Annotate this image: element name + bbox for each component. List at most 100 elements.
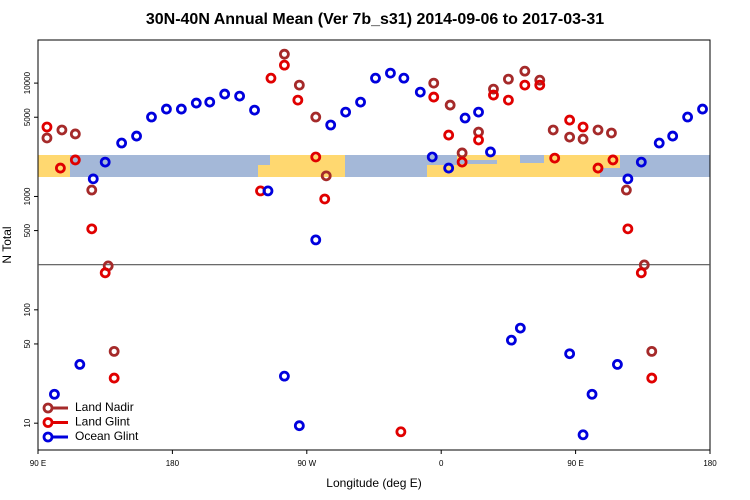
point: [204, 96, 216, 108]
point: [428, 77, 440, 89]
point: [577, 133, 589, 145]
point: [577, 121, 589, 133]
point: [514, 322, 526, 334]
point: [577, 429, 589, 441]
point: [219, 88, 231, 100]
point: [620, 184, 632, 196]
point: [473, 106, 484, 118]
point: [161, 103, 172, 115]
point: [534, 74, 546, 86]
point: [292, 94, 304, 106]
point: [56, 124, 68, 136]
point: [485, 146, 496, 158]
point: [505, 334, 517, 346]
point: [146, 111, 157, 123]
point: [108, 372, 120, 384]
point: [459, 112, 471, 124]
point: [340, 106, 352, 118]
point: [278, 370, 290, 382]
point: [564, 114, 576, 126]
point: [444, 99, 456, 111]
point: [49, 388, 60, 400]
x-tick-label: 180: [703, 459, 717, 468]
point: [697, 103, 708, 115]
point: [428, 91, 440, 103]
y-tick-label: 5000: [23, 108, 32, 126]
point: [320, 170, 332, 182]
point: [502, 94, 514, 106]
point: [564, 348, 576, 360]
point: [131, 130, 142, 142]
point: [175, 103, 187, 115]
point: [667, 130, 679, 142]
point: [370, 72, 381, 84]
point: [87, 173, 99, 185]
point: [325, 119, 337, 131]
point: [646, 345, 658, 357]
point: [310, 111, 322, 123]
point: [534, 79, 546, 91]
point: [41, 121, 53, 133]
point: [293, 420, 305, 432]
y-tick-label: 10000: [23, 71, 32, 94]
point: [234, 90, 246, 102]
point: [607, 154, 619, 166]
point: [41, 132, 53, 144]
point: [355, 96, 366, 108]
point: [310, 234, 322, 246]
point: [646, 372, 658, 384]
point: [395, 426, 407, 438]
x-axis-label: Longitude (deg E): [326, 476, 421, 490]
point: [278, 48, 290, 60]
point: [426, 151, 438, 163]
point: [622, 173, 634, 185]
point: [385, 67, 396, 79]
x-tick-label: 90 E: [567, 459, 583, 468]
plot-frame: [37, 39, 711, 451]
x-tick-label: 0: [439, 459, 444, 468]
point: [592, 162, 604, 174]
legend-label: Land Glint: [75, 415, 130, 429]
point: [564, 131, 576, 143]
chart-title: 30N-40N Annual Mean (Ver 7b_s31) 2014-09…: [146, 11, 604, 28]
point: [398, 72, 410, 84]
point: [99, 156, 111, 168]
point: [488, 89, 499, 101]
point: [414, 86, 426, 98]
point: [488, 83, 499, 95]
point: [473, 134, 484, 146]
point: [310, 151, 322, 163]
point: [612, 359, 623, 370]
x-tick-label: 90 E: [30, 459, 46, 468]
point: [443, 129, 455, 141]
point: [55, 162, 66, 174]
map-strip: [38, 155, 710, 177]
point: [456, 156, 468, 168]
point: [190, 97, 202, 109]
x-tick-label: 90 W: [297, 459, 316, 468]
point: [262, 185, 274, 197]
point: [456, 147, 468, 159]
point: [635, 267, 647, 279]
point: [519, 65, 531, 77]
point: [549, 152, 561, 164]
y-tick-label: 100: [23, 303, 32, 317]
point: [319, 193, 331, 205]
y-tick-label: 50: [23, 339, 32, 348]
point: [86, 184, 98, 196]
legend-swatch-marker: [42, 431, 54, 443]
legend-label: Land Nadir: [75, 400, 134, 414]
point: [265, 72, 277, 84]
y-tick-label: 10: [23, 418, 32, 427]
point: [586, 388, 598, 400]
point: [635, 156, 647, 168]
point: [74, 359, 86, 370]
point: [99, 267, 111, 279]
point: [116, 137, 128, 149]
point: [249, 104, 260, 116]
point: [622, 223, 634, 235]
point: [592, 124, 604, 136]
point: [86, 223, 98, 235]
point: [502, 73, 514, 85]
